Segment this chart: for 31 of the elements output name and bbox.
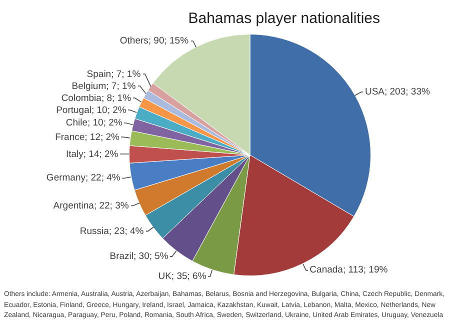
slice-label: Chile: [66, 118, 88, 129]
data-label: ; 7; 1%: [111, 68, 142, 80]
slice-label: USA: [364, 86, 386, 98]
slice-label: Colombia: [61, 92, 102, 104]
slice-label: Spain: [86, 68, 112, 80]
slice-label: France: [55, 132, 85, 143]
data-label: ; 8; 1%: [101, 92, 132, 104]
slice-label: Argentina: [53, 200, 95, 212]
data-label: ; 12; 2%: [84, 132, 120, 143]
data-label: ; 22; 4%: [85, 172, 121, 184]
slice-label: Italy: [66, 148, 84, 160]
data-label: ; 90; 15%: [148, 36, 190, 47]
slice-label: Russia: [80, 226, 110, 238]
chart-title: Bahamas player nationalities: [188, 10, 380, 28]
slice-label: Canada: [310, 264, 344, 276]
slice-label: Brazil: [110, 251, 134, 262]
data-label: ; 113; 19%: [342, 264, 388, 276]
slice-label: Belgium: [72, 80, 106, 92]
slice-label: Germany: [46, 172, 86, 184]
data-label: ; 7; 1%: [106, 80, 136, 92]
data-label: ; 10; 2%: [87, 118, 123, 129]
data-label: ; 203; 33%: [384, 86, 430, 98]
data-label: ; 10; 2%: [91, 104, 127, 116]
data-label: ; 23; 4%: [108, 226, 144, 238]
data-label: ; 14; 2%: [83, 148, 119, 160]
data-label: ; 30; 5%: [134, 251, 169, 262]
slice-label: UK: [158, 271, 172, 282]
data-label: ; 35; 6%: [171, 271, 207, 282]
slice-label: Others: [120, 36, 149, 47]
slice-label: Portugal: [56, 104, 92, 116]
data-label: ; 22; 3%: [94, 200, 130, 212]
